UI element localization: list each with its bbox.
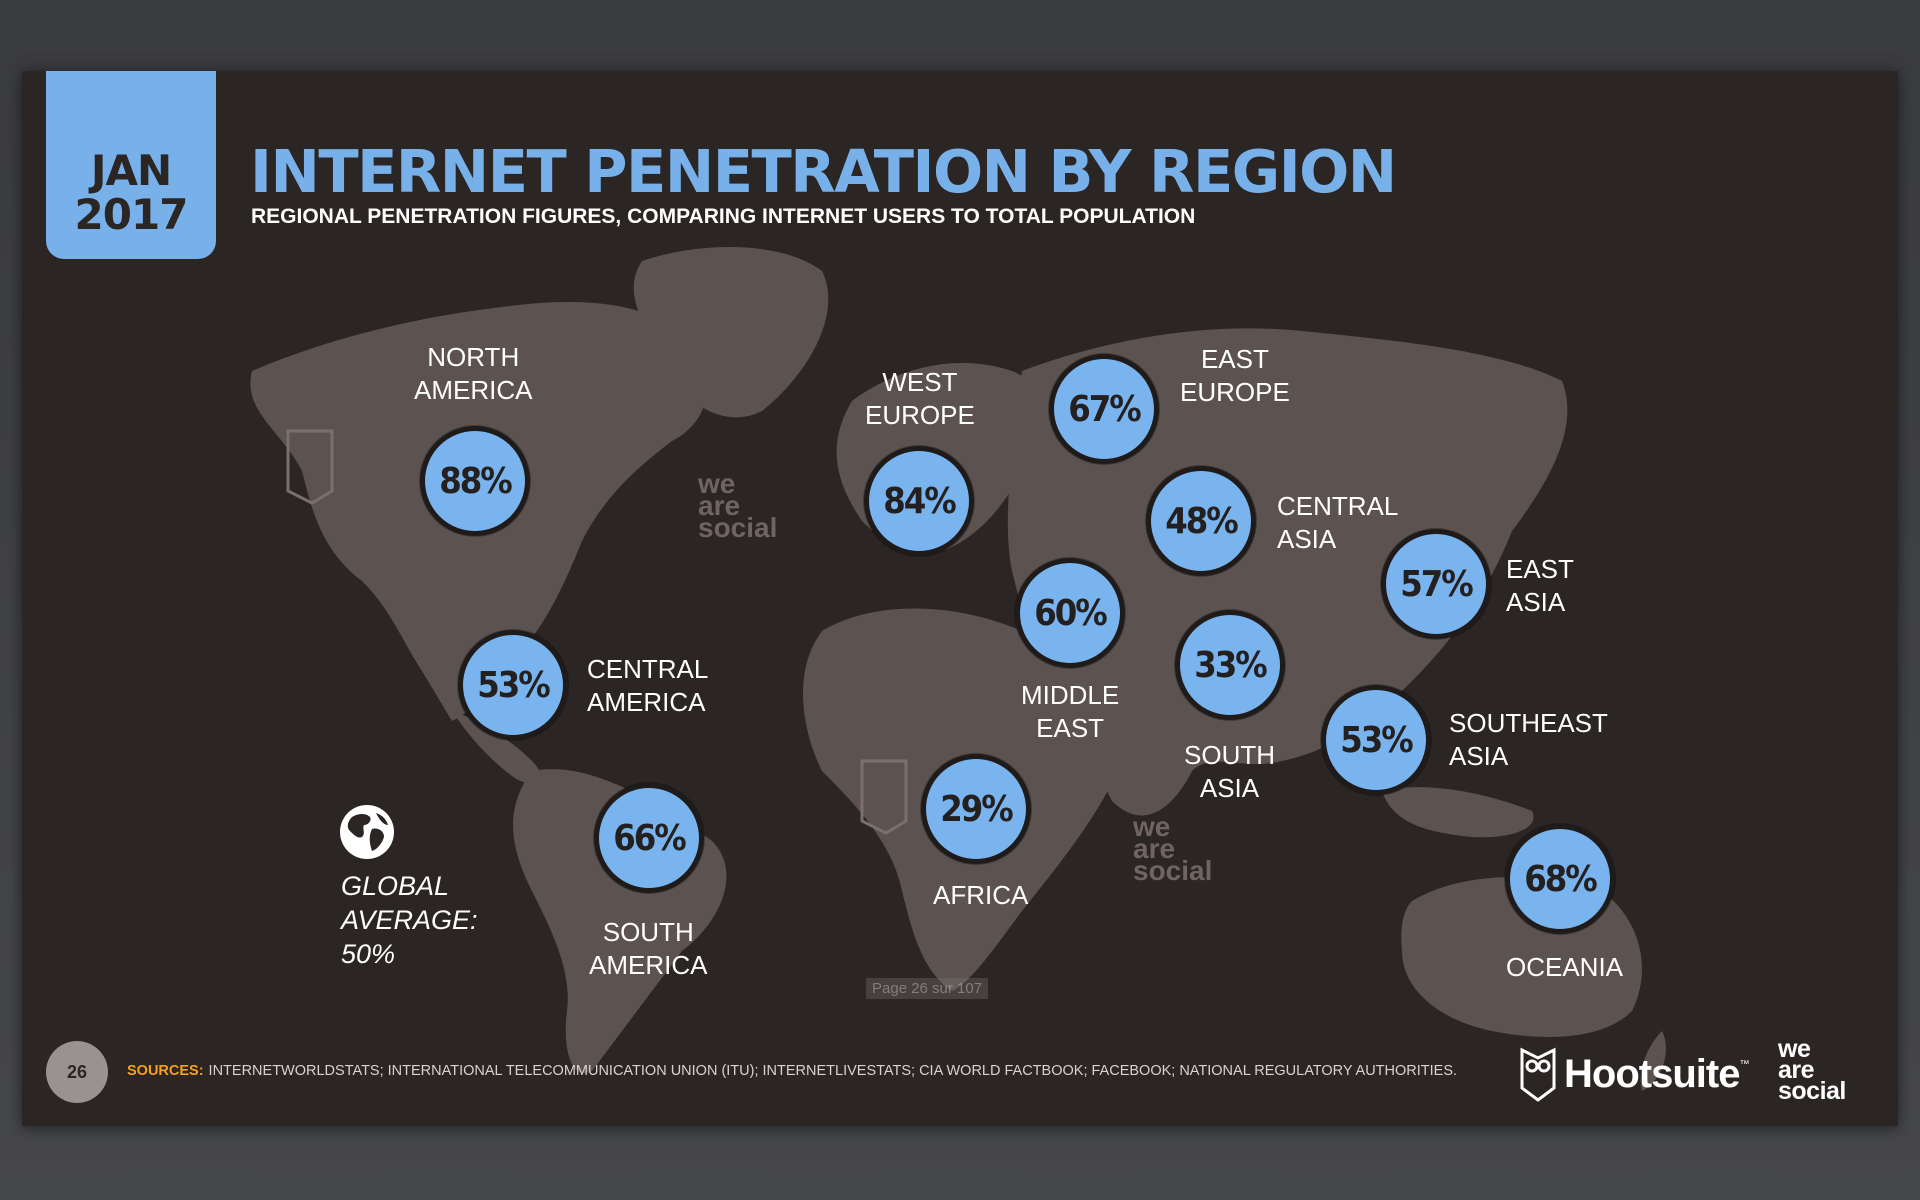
date-year: 2017 [74,190,189,239]
region-label-east-asia: EAST ASIA [1506,554,1574,617]
region-value-central-asia: 48% [1146,466,1256,576]
map-asia [1007,328,1568,816]
we-are-social-logo: we are social [1778,1035,1846,1105]
region-label-north-america: NORTH AMERICA [414,342,533,405]
region-value-oceania: 68% [1505,824,1615,934]
hootsuite-wordmark: Hootsuite [1564,1051,1740,1096]
map-greenland [633,247,829,418]
map-new-zealand [1640,1031,1666,1091]
map-southeast-asia-islands [1382,787,1534,838]
region-label-southeast-asia: SOUTHEAST ASIA [1449,708,1608,771]
region-value-middle-east: 60% [1015,558,1125,668]
region-label-south-asia: SOUTH ASIA [1184,740,1275,803]
globe-icon [340,805,394,859]
region-value-south-america: 66% [594,783,704,893]
region-value-north-america: 88% [420,426,530,536]
region-label-africa: AFRICA [933,880,1029,910]
region-value-east-europe: 67% [1049,354,1159,464]
watermark-wearesocial-1: we are social [698,468,778,543]
slide: we are social we are social JAN 2017 INT… [22,71,1898,1126]
owl-watermark-left [286,429,334,505]
region-label-east-europe: EAST EUROPE [1180,344,1290,407]
slide-subtitle: REGIONAL PENETRATION FIGURES, COMPARING … [251,205,1196,228]
hootsuite-logo: Hootsuite ™ [1518,1045,1749,1103]
region-label-central-america: CENTRAL AMERICA [587,654,709,717]
hootsuite-owl-icon [1520,1047,1556,1102]
slide-title: INTERNET PENETRATION BY REGION [250,137,1397,206]
date-badge: JAN 2017 [46,71,216,259]
region-label-south-america: SOUTH AMERICA [589,917,708,980]
region-value-south-asia: 33% [1175,610,1285,720]
pdf-page-indicator: Page 26 sur 107 [866,978,989,999]
global-average-label: GLOBAL AVERAGE: 50% [341,871,478,969]
region-value-southeast-asia: 53% [1321,685,1431,795]
watermark-wearesocial-2: we are social [1133,811,1213,886]
region-label-west-europe: WEST EUROPE [865,367,975,430]
region-label-oceania: OCEANIA [1506,952,1624,982]
region-value-west-europe: 84% [864,446,974,556]
region-value-east-asia: 57% [1381,529,1491,639]
sources-line: SOURCES: INTERNETWORLDSTATS; INTERNATIONA… [127,1063,1457,1079]
map-central-america [452,711,541,784]
sources-key: SOURCES: [127,1063,204,1079]
owl-watermark-africa [860,759,908,835]
region-value-africa: 29% [921,754,1031,864]
sources-text: INTERNETWORLDSTATS; INTERNATIONAL TELECO… [208,1063,1458,1079]
date-month: JAN [90,146,172,195]
region-label-middle-east: MIDDLE EAST [1021,680,1120,743]
region-label-central-asia: CENTRAL ASIA [1277,491,1399,554]
page-number-badge: 26 [46,1041,108,1103]
region-value-central-america: 53% [458,630,568,740]
hootsuite-trademark: ™ [1739,1059,1750,1070]
